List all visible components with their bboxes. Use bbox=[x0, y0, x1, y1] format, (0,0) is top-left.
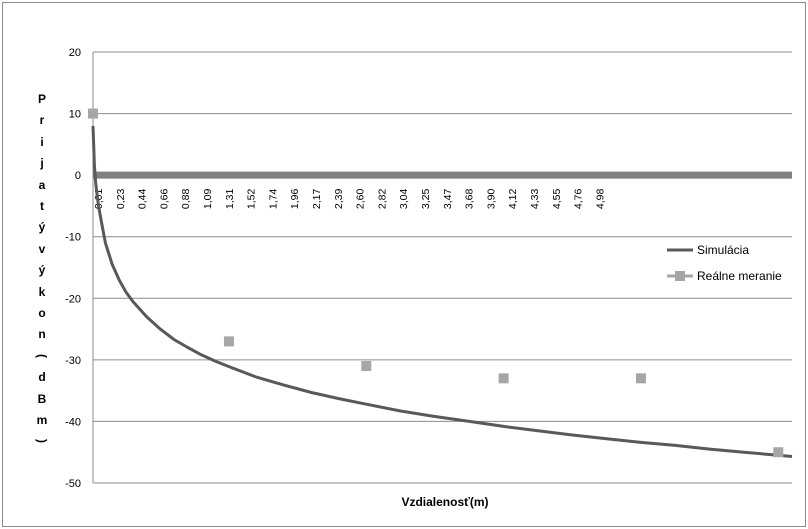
x-tick-label: 1,31 bbox=[224, 189, 236, 210]
y-tick-label: -10 bbox=[65, 232, 81, 244]
scatter-point bbox=[88, 108, 98, 119]
y-axis-label-char: r bbox=[39, 113, 45, 128]
y-tick-labels: 20 10 0 -10 -20 -30 -40 -50 bbox=[65, 47, 81, 490]
y-tick-label: 10 bbox=[69, 109, 81, 121]
y-tick-label: 20 bbox=[69, 47, 81, 59]
x-tick-label: 0,88 bbox=[180, 189, 192, 210]
y-tick-label: 0 bbox=[75, 170, 81, 182]
y-axis-label-char: v bbox=[38, 241, 46, 256]
legend-entry-label: Reálne meranie bbox=[697, 269, 782, 283]
y-axis-label-char: d bbox=[38, 370, 46, 385]
y-axis-label-char: n bbox=[38, 327, 46, 342]
x-tick-label: 3,68 bbox=[464, 189, 476, 210]
y-axis-label-char: a bbox=[38, 177, 46, 192]
y-axis-label-char: B bbox=[37, 391, 47, 406]
x-tick-label: 2,39 bbox=[333, 189, 345, 210]
scatter-point bbox=[361, 361, 372, 372]
x-tick-label: 2,60 bbox=[355, 189, 367, 210]
y-axis-label-char: t bbox=[40, 199, 44, 213]
y-tick-label: -50 bbox=[65, 478, 81, 490]
y-axis-label-char: j bbox=[40, 156, 44, 171]
series-line-simulacia bbox=[91, 125, 793, 458]
x-tick-label: 3,90 bbox=[485, 189, 497, 210]
x-tick-label: 1,96 bbox=[289, 189, 301, 210]
x-tick-label: 2,17 bbox=[311, 189, 323, 210]
y-axis-label-char: ) bbox=[35, 439, 49, 444]
y-axis-label-char: ý bbox=[38, 220, 46, 235]
y-axis-label-char: i bbox=[40, 134, 44, 149]
y-tick-label: -40 bbox=[65, 416, 81, 428]
x-axis-label: Vzdialenosť(m) bbox=[401, 495, 489, 509]
x-tick-label: 2,82 bbox=[376, 189, 388, 210]
y-tick-label: -20 bbox=[65, 293, 81, 305]
gridlines bbox=[92, 51, 792, 484]
y-axis-label-char: ( bbox=[35, 353, 49, 358]
scatter-point bbox=[223, 336, 234, 347]
x-tick-label: 4,33 bbox=[529, 189, 541, 210]
scatter-point bbox=[498, 373, 509, 384]
x-tick-label: 4,76 bbox=[573, 189, 585, 210]
scatter-point bbox=[773, 447, 784, 458]
x-tick-label: 0,23 bbox=[115, 189, 127, 210]
x-tick-label: 1,74 bbox=[267, 189, 279, 210]
y-tick-label: -30 bbox=[65, 355, 81, 367]
legend-marker bbox=[675, 271, 685, 281]
x-tick-label: 0,66 bbox=[158, 189, 170, 210]
y-axis-label-char: ý bbox=[38, 263, 46, 278]
x-tick-label: 3,47 bbox=[442, 189, 454, 210]
legend-entry-label: Simulácia bbox=[697, 243, 749, 257]
x-tick-label: 4,98 bbox=[594, 189, 606, 210]
x-tick-label: 4,55 bbox=[551, 189, 563, 210]
y-axis-label-char: o bbox=[38, 306, 46, 320]
series bbox=[88, 108, 793, 458]
x-tick-label: 4,12 bbox=[507, 189, 519, 210]
y-axis-label-char: P bbox=[37, 92, 46, 106]
x-tick-label: 0,44 bbox=[137, 189, 149, 210]
x-tick-label: 1,52 bbox=[246, 189, 258, 210]
scatter-point bbox=[635, 373, 646, 384]
y-axis-label-char: m bbox=[36, 413, 48, 427]
legend: Simulácia Reálne meranie bbox=[667, 243, 782, 283]
x-tick-labels: 0,01 0,23 0,44 0,66 0,88 1,09 1,31 1,52 1,74 1,96… bbox=[93, 189, 606, 210]
y-axis-label-char: k bbox=[38, 284, 46, 299]
x-tick-label: 3,25 bbox=[420, 189, 432, 210]
x-tick-label: 1,09 bbox=[202, 189, 214, 210]
x-tick-label: 3,04 bbox=[398, 189, 410, 210]
